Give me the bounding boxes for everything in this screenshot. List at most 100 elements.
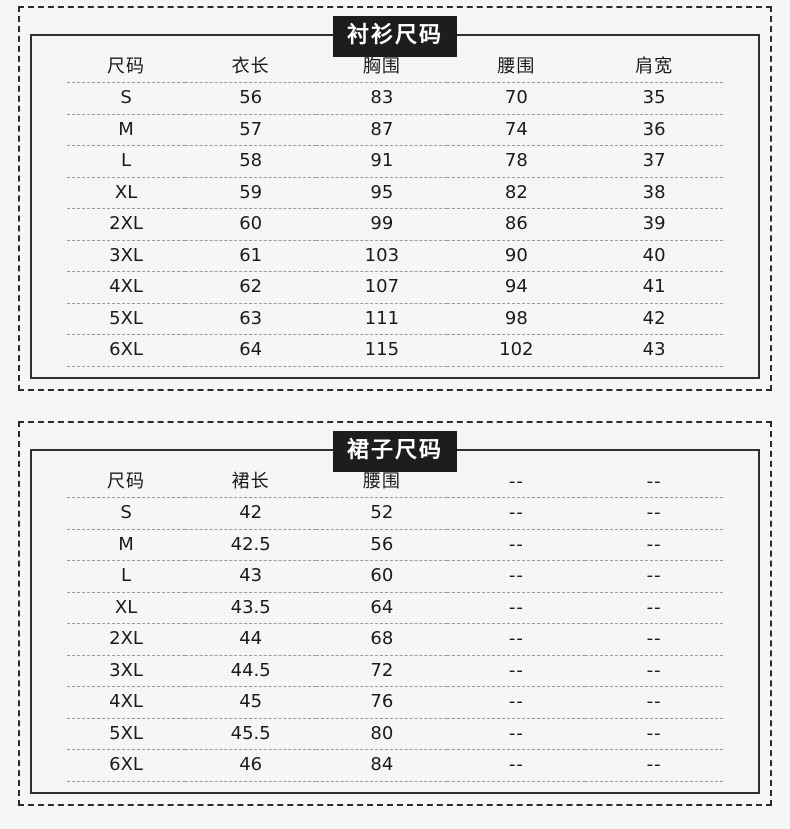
cell-empty-1: -- xyxy=(447,717,586,750)
cell-empty-1: -- xyxy=(447,749,586,782)
cell-empty-2: -- xyxy=(585,686,723,718)
cell-empty-2: -- xyxy=(585,497,723,529)
cell-waist: 72 xyxy=(316,654,448,687)
cell-waist: 78 xyxy=(447,145,586,177)
cell-shoulder: 40 xyxy=(585,239,723,272)
cell-empty-1: -- xyxy=(447,497,586,529)
cell-size: M xyxy=(67,528,186,561)
skirt-size-card: 裙子尺码 尺码 裙长 腰围 -- -- S 42 52 -- -- M 42.5 56 -- -… xyxy=(18,421,772,806)
cell-size: L xyxy=(67,560,186,592)
cell-shoulder: 38 xyxy=(585,176,723,209)
cell-waist: 52 xyxy=(316,497,448,529)
table-row: L 43 60 -- -- xyxy=(67,560,723,592)
cell-length: 62 xyxy=(185,271,317,303)
cell-shoulder: 43 xyxy=(585,334,723,367)
cell-size: XL xyxy=(67,591,186,624)
cell-size: 5XL xyxy=(67,717,186,750)
shirt-header-size: 尺码 xyxy=(107,56,146,77)
cell-shoulder: 35 xyxy=(585,82,723,114)
cell-shoulder: 42 xyxy=(585,302,723,335)
cell-skirtlength: 44 xyxy=(185,623,317,655)
skirt-table-body: S 42 52 -- -- M 42.5 56 -- -- L 43 60 -- -- XL 43.5 64… xyxy=(67,497,723,782)
table-row: L 58 91 78 37 xyxy=(67,145,723,177)
cell-skirtlength: 44.5 xyxy=(185,654,317,687)
table-row: 4XL 62 107 94 41 xyxy=(67,271,723,303)
shirt-header-shoulder: 肩宽 xyxy=(635,56,674,77)
cell-size: 6XL xyxy=(67,334,186,367)
table-row: 2XL 44 68 -- -- xyxy=(67,623,723,655)
cell-skirtlength: 43 xyxy=(185,560,317,592)
shirt-header-row: 尺码 衣长 胸围 腰围 肩宽 xyxy=(67,52,723,83)
cell-length: 60 xyxy=(185,208,317,240)
cell-size: XL xyxy=(67,176,186,209)
cell-length: 56 xyxy=(185,82,317,114)
table-row: 3XL 44.5 72 -- -- xyxy=(67,654,723,687)
table-row: XL 59 95 82 38 xyxy=(67,176,723,209)
shirt-header-bust: 胸围 xyxy=(362,56,401,77)
cell-bust: 91 xyxy=(316,145,448,177)
cell-empty-2: -- xyxy=(585,749,723,782)
cell-skirtlength: 45 xyxy=(185,686,317,718)
cell-bust: 115 xyxy=(316,334,448,367)
cell-empty-2: -- xyxy=(585,717,723,750)
cell-size: S xyxy=(67,82,186,114)
shirt-table-body: S 56 83 70 35 M 57 87 74 36 L 58 91 78 37 XL 59 95 82 38… xyxy=(67,82,723,367)
table-row: 6XL 64 115 102 43 xyxy=(67,334,723,367)
cell-bust: 103 xyxy=(316,239,448,272)
table-row: 5XL 45.5 80 -- -- xyxy=(67,717,723,750)
cell-waist: 94 xyxy=(447,271,586,303)
cell-empty-1: -- xyxy=(447,560,586,592)
skirt-header-row: 尺码 裙长 腰围 -- -- xyxy=(67,467,723,498)
cell-waist: 60 xyxy=(316,560,448,592)
cell-size: 4XL xyxy=(67,686,186,718)
cell-empty-2: -- xyxy=(585,623,723,655)
cell-waist: 56 xyxy=(316,528,448,561)
cell-length: 64 xyxy=(185,334,317,367)
table-row: M 42.5 56 -- -- xyxy=(67,528,723,561)
skirt-size-title: 裙子尺码 xyxy=(332,431,458,472)
cell-skirtlength: 46 xyxy=(185,749,317,782)
cell-size: M xyxy=(67,113,186,146)
cell-length: 58 xyxy=(185,145,317,177)
skirt-header-empty-2: -- xyxy=(646,471,662,492)
cell-waist: 98 xyxy=(447,302,586,335)
cell-empty-1: -- xyxy=(447,591,586,624)
cell-waist: 68 xyxy=(316,623,448,655)
cell-length: 59 xyxy=(185,176,317,209)
cell-size: 5XL xyxy=(67,302,186,335)
cell-size: 3XL xyxy=(67,654,186,687)
cell-empty-1: -- xyxy=(447,528,586,561)
skirt-header-skirtlength: 裙长 xyxy=(231,471,270,492)
table-row: 6XL 46 84 -- -- xyxy=(67,749,723,782)
cell-bust: 107 xyxy=(316,271,448,303)
skirt-header-waist: 腰围 xyxy=(362,471,401,492)
table-row: S 56 83 70 35 xyxy=(67,82,723,114)
cell-waist: 70 xyxy=(447,82,586,114)
cell-shoulder: 39 xyxy=(585,208,723,240)
cell-waist: 76 xyxy=(316,686,448,718)
cell-size: 3XL xyxy=(67,239,186,272)
shirt-size-card: 衬衫尺码 尺码 衣长 胸围 腰围 肩宽 S 56 83 70 35 M 57 87 74 36 … xyxy=(18,6,772,391)
cell-size: 2XL xyxy=(67,208,186,240)
cell-empty-1: -- xyxy=(447,654,586,687)
cell-waist: 84 xyxy=(316,749,448,782)
cell-empty-1: -- xyxy=(447,686,586,718)
shirt-size-table: 尺码 衣长 胸围 腰围 肩宽 S 56 83 70 35 M 57 87 74 36 L 58 91… xyxy=(67,52,723,367)
cell-length: 63 xyxy=(185,302,317,335)
cell-shoulder: 41 xyxy=(585,271,723,303)
cell-waist: 102 xyxy=(447,334,586,367)
cell-size: S xyxy=(67,497,186,529)
cell-bust: 83 xyxy=(316,82,448,114)
cell-waist: 82 xyxy=(447,176,586,209)
cell-waist: 80 xyxy=(316,717,448,750)
cell-length: 61 xyxy=(185,239,317,272)
cell-length: 57 xyxy=(185,113,317,146)
cell-size: 2XL xyxy=(67,623,186,655)
cell-skirtlength: 42 xyxy=(185,497,317,529)
cell-size: 4XL xyxy=(67,271,186,303)
cell-bust: 111 xyxy=(316,302,448,335)
table-row: 2XL 60 99 86 39 xyxy=(67,208,723,240)
cell-empty-2: -- xyxy=(585,528,723,561)
cell-bust: 87 xyxy=(316,113,448,146)
